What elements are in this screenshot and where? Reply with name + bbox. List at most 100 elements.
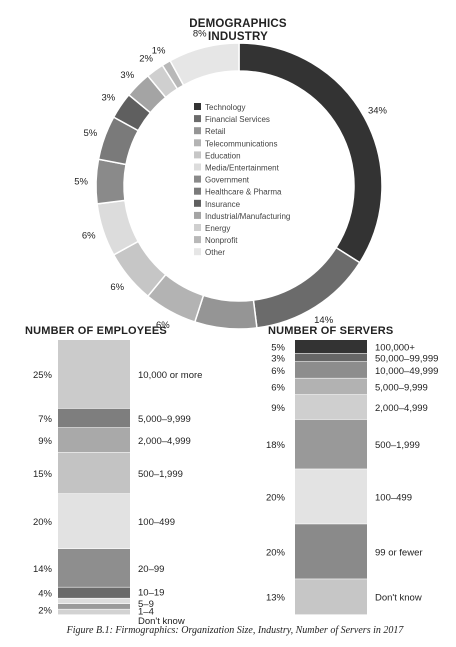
segment-label: Don't know: [138, 616, 185, 626]
segment-label: 500–1,999: [375, 440, 420, 451]
legend-swatch: [194, 211, 201, 219]
segment-label: 2,000–4,999: [138, 436, 191, 447]
donut-value-label: 5%: [83, 128, 97, 139]
employees-stacked-bar: 10,000 or more 25% 5,000–9,999 7% 2,000–4,99…: [33, 340, 202, 626]
bar-segment: [295, 340, 367, 354]
legend-swatch: [194, 151, 201, 159]
figure-caption: Figure B.1: Firmographics: Organization …: [66, 625, 404, 636]
donut-slice: [252, 246, 361, 329]
bar-segment: [58, 408, 130, 428]
bar-segment: [295, 395, 367, 420]
legend-swatch: [194, 103, 201, 110]
segment-value: 20%: [266, 492, 286, 503]
chart-title-line1: DEMOGRAPHICS: [189, 18, 287, 30]
donut-value-label: 6%: [156, 320, 170, 330]
segment-value: 18%: [266, 440, 286, 451]
bar-segment: [58, 604, 130, 609]
segment-label: 20–99: [138, 564, 164, 575]
bar-segment: [58, 609, 130, 615]
donut-value-label: 2%: [139, 54, 153, 65]
legend-label: Industrial/Manufacturing: [205, 212, 290, 221]
segment-value: 5%: [271, 342, 285, 353]
legend-label: Energy: [205, 224, 230, 233]
legend-swatch: [194, 139, 201, 147]
segment-label: 99 or fewer: [375, 547, 423, 558]
legend-label: Healthcare & Pharma: [205, 188, 282, 197]
legend-label: Retail: [205, 127, 226, 136]
donut-value-label: 8%: [193, 28, 207, 39]
donut-value-label: 3%: [120, 70, 134, 81]
bar-segment: [295, 579, 367, 615]
segment-label: 5,000–9,999: [138, 414, 191, 425]
donut-value-label: 5%: [74, 177, 88, 188]
bar-segment: [295, 378, 367, 395]
segment-label: 50,000–99,999: [375, 353, 438, 364]
donut-value-label: 6%: [82, 230, 96, 241]
segment-value: 25%: [33, 370, 53, 381]
legend-swatch: [194, 199, 201, 207]
donut-value-label: 14%: [314, 315, 334, 326]
segment-label: 10,000–49,999: [375, 366, 438, 377]
segment-value: 3%: [271, 353, 285, 364]
legend-swatch: [194, 175, 201, 183]
donut-slice: [95, 158, 127, 205]
legend-swatch: [194, 224, 201, 231]
segment-value: 2%: [38, 605, 52, 616]
bar-segment: [295, 524, 367, 579]
donut-value-label: 3%: [101, 93, 115, 104]
segment-label: 100–499: [138, 517, 175, 528]
servers-stacked-bar: 100,000+ 5% 50,000–99,999 3% 10,000–49,999 6%…: [266, 340, 438, 615]
segment-label: 500–1,999: [138, 469, 183, 480]
segment-label: 100,000+: [375, 342, 415, 353]
segment-value: 13%: [266, 593, 286, 604]
legend-swatch: [194, 187, 201, 195]
bar-segment: [295, 419, 367, 469]
segment-value: 6%: [271, 366, 285, 377]
legend-label: Telecommunications: [205, 139, 277, 148]
donut-slice: [169, 42, 240, 87]
legend-swatch: [194, 163, 201, 171]
industry-donut-chart: 34%14%7%6%6%6%5%5%3%3%2%1%8%TechnologyFi…: [74, 28, 387, 330]
segment-label: 10,000 or more: [138, 370, 202, 381]
segment-value: 9%: [38, 436, 52, 447]
legend-swatch: [194, 236, 201, 244]
segment-label: 5,000–9,999: [375, 382, 428, 393]
legend-label: Insurance: [205, 200, 241, 209]
bar-segment: [295, 362, 367, 378]
legend-swatch: [194, 127, 201, 135]
bar-segment: [58, 598, 130, 604]
segment-value: 14%: [33, 564, 53, 575]
segment-value: 9%: [271, 403, 285, 414]
employees-title: NUMBER OF EMPLOYEES: [25, 325, 167, 337]
bar-segment: [58, 428, 130, 453]
servers-title: NUMBER OF SERVERS: [268, 325, 394, 337]
segment-label: Don't know: [375, 593, 422, 604]
legend-label: Government: [205, 176, 250, 185]
donut-slice: [238, 42, 383, 264]
legend-swatch: [194, 248, 201, 256]
legend-label: Education: [205, 151, 241, 160]
bar-segment: [58, 452, 130, 494]
legend-label: Financial Services: [205, 115, 270, 124]
bar-segment: [295, 469, 367, 524]
segment-value: 20%: [33, 517, 53, 528]
segment-value: 15%: [33, 469, 53, 480]
chart-title-line2: INDUSTRY: [208, 31, 268, 43]
legend-label: Media/Entertainment: [205, 164, 280, 173]
bar-segment: [58, 340, 130, 409]
legend-swatch: [194, 115, 201, 123]
segment-label: 1–4: [138, 606, 154, 617]
donut-value-label: 1%: [152, 46, 166, 57]
donut-value-label: 6%: [110, 282, 124, 293]
bar-segment: [58, 549, 130, 587]
segment-value: 4%: [38, 589, 52, 600]
segment-value: 6%: [271, 382, 285, 393]
segment-label: 2,000–4,999: [375, 403, 428, 414]
legend-label: Technology: [205, 103, 245, 112]
donut-slice: [193, 294, 258, 330]
bar-segment: [58, 587, 130, 598]
legend-label: Other: [205, 248, 225, 257]
segment-value: 20%: [266, 547, 286, 558]
legend-label: Nonprofit: [205, 236, 238, 245]
segment-label: 10–19: [138, 588, 164, 599]
